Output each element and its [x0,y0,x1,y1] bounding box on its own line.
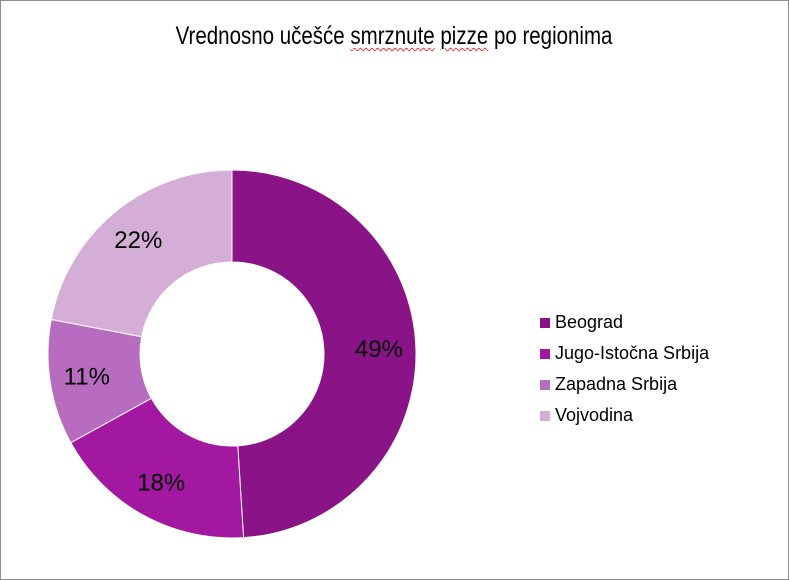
data-label-jugo-istocna-srbija: 18% [137,469,185,496]
legend: Beograd Jugo-Istočna Srbija Zapadna Srbi… [540,307,709,431]
legend-item-jugo-istocna-srbija: Jugo-Istočna Srbija [540,338,709,369]
title-part-spellcheck: smrznute [350,22,435,50]
title-part-spellcheck: pizze [440,22,489,50]
slice-beograd [231,169,417,539]
data-label-vojvodina: 22% [114,227,162,254]
legend-swatch-vojvodina [540,410,550,421]
legend-label-beograd: Beograd [555,312,624,332]
slice-jugo-istocna-srbija [70,397,245,539]
legend-label-zapadna-srbija: Zapadna Srbija [555,374,678,394]
legend-swatch-jugo-istocna-srbija [540,348,550,359]
legend-swatch-zapadna-srbija [540,379,550,390]
legend-label-jugo-istocna-srbija: Jugo-Istočna Srbija [555,343,710,363]
legend-item-zapadna-srbija: Zapadna Srbija [540,369,709,400]
data-label-beograd: 49% [355,336,403,363]
chart-title: Vrednosno učešće smrznute pizze po regio… [71,22,718,51]
legend-label-vojvodina: Vojvodina [555,405,634,425]
title-part: po regionima [488,22,613,50]
data-label-zapadna-srbija: 11% [64,363,110,390]
legend-item-beograd: Beograd [540,307,709,338]
legend-swatch-beograd [540,317,550,328]
title-part: Vrednosno učešće [175,22,351,50]
slice-vojvodina [50,169,233,338]
legend-item-vojvodina: Vojvodina [540,400,709,431]
